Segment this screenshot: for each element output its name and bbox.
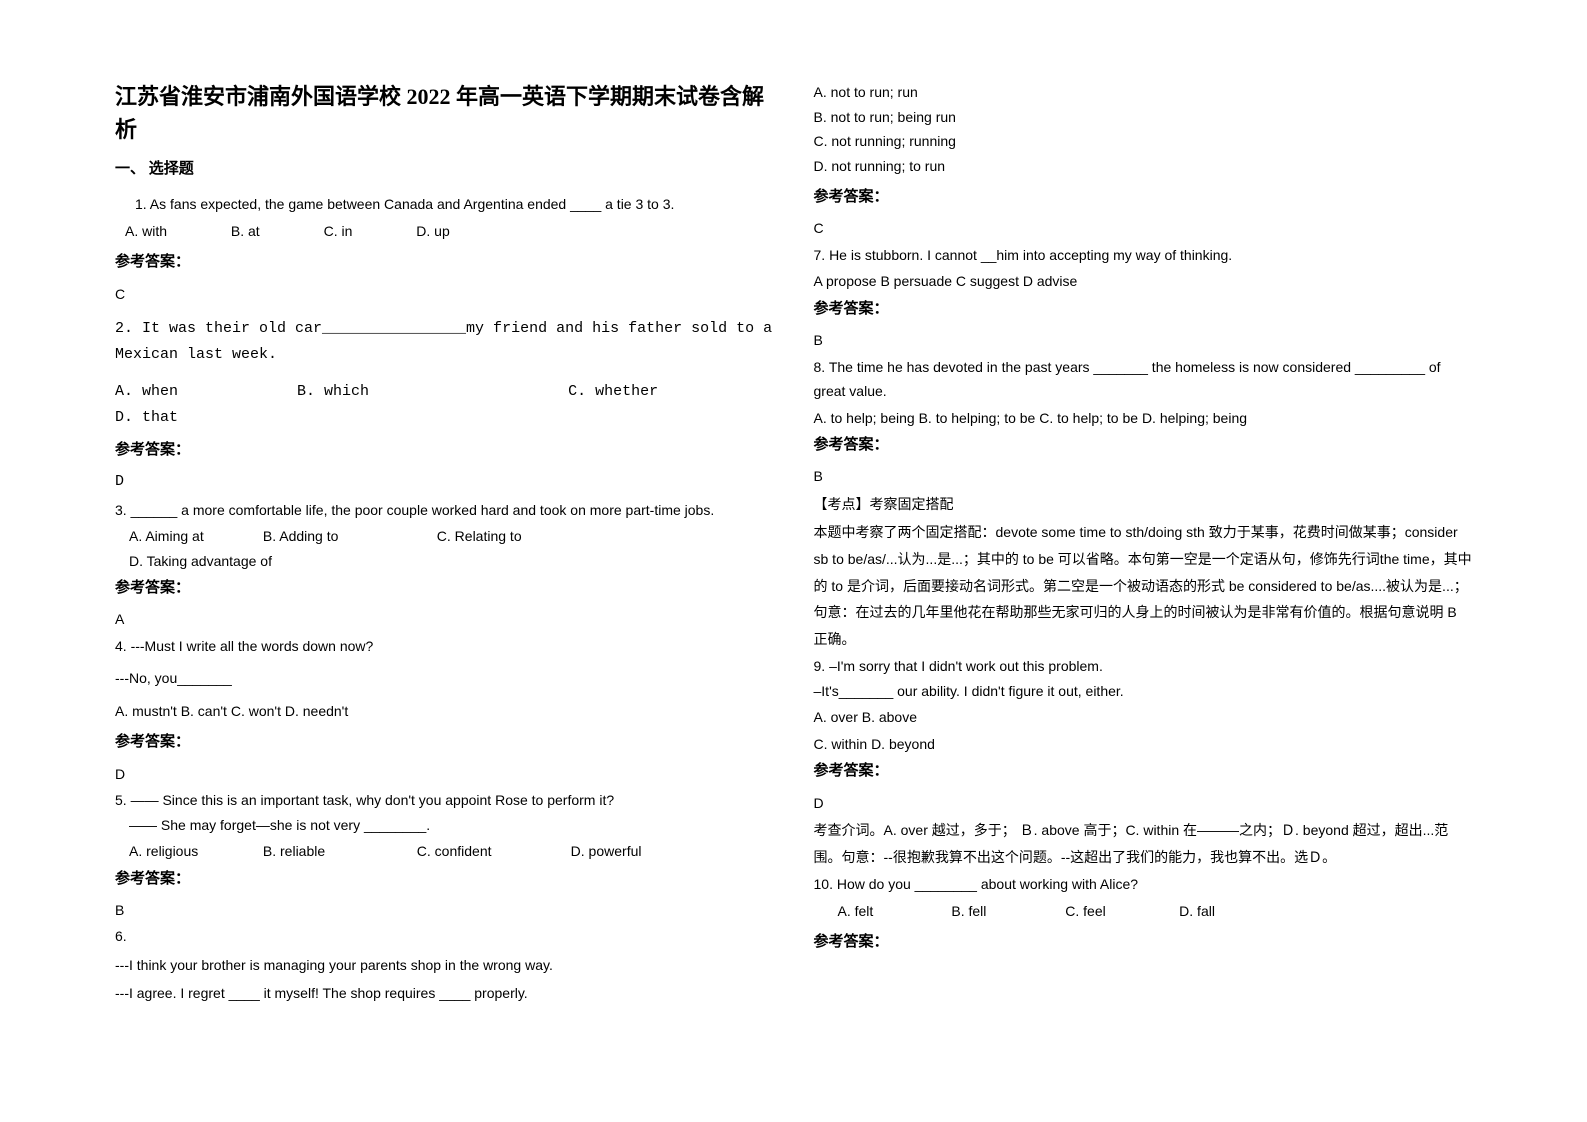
q9-answer: D	[814, 791, 1473, 816]
section-heading: 一、 选择题	[115, 156, 774, 182]
q2-text: 2. It was their old car________________m…	[115, 316, 774, 369]
q5-options: A. religious B. reliable C. confident D.…	[115, 839, 774, 864]
q10-optD: D. fall	[1179, 899, 1215, 924]
q1-text: 1. As fans expected, the game between Ca…	[115, 192, 774, 217]
question-4: 4. ---Must I write all the words down no…	[115, 634, 774, 724]
q6-optC: C. not running; running	[814, 129, 1473, 154]
right-column: A. not to run; run B. not to run; being …	[794, 80, 1493, 1042]
q1-answer: C	[115, 282, 774, 307]
q6-optA: A. not to run; run	[814, 80, 1473, 105]
q2-answer-label: 参考答案：	[115, 437, 774, 463]
q2-answer: D	[115, 469, 774, 495]
q7-answer-label: 参考答案：	[814, 296, 1473, 322]
q6-answer-label: 参考答案：	[814, 184, 1473, 210]
q3-optB: B. Adding to	[263, 524, 433, 549]
q9-line1: 9. –I'm sorry that I didn't work out thi…	[814, 654, 1473, 679]
question-8: 8. The time he has devoted in the past y…	[814, 355, 1473, 431]
q1-optB: B. at	[231, 219, 260, 244]
q6-num: 6.	[115, 924, 774, 949]
q3-answer: A	[115, 607, 774, 632]
q6-line2: ---I agree. I regret ____ it myself! The…	[115, 981, 774, 1006]
q6-answer: C	[814, 216, 1473, 241]
q9-line2: –It's_______ our ability. I didn't figur…	[814, 679, 1473, 704]
q4-answer-label: 参考答案：	[115, 729, 774, 755]
q4-options: A. mustn't B. can't C. won't D. needn't	[115, 699, 774, 724]
q3-optA: A. Aiming at	[129, 524, 259, 549]
q5-answer: B	[115, 898, 774, 923]
q10-optA: A. felt	[838, 899, 948, 924]
q6-line1: ---I think your brother is managing your…	[115, 953, 774, 978]
question-10: 10. How do you ________ about working wi…	[814, 872, 1473, 923]
q5-line2: —— She may forget—she is not very ______…	[115, 813, 774, 838]
q1-optD: D. up	[416, 219, 449, 244]
q1-answer-label: 参考答案：	[115, 249, 774, 275]
q5-optA: A. religious	[129, 839, 259, 864]
q10-answer-label: 参考答案：	[814, 929, 1473, 955]
q4-answer: D	[115, 762, 774, 787]
question-9: 9. –I'm sorry that I didn't work out thi…	[814, 654, 1473, 756]
q10-optB: B. fell	[951, 899, 1061, 924]
q7-text: 7. He is stubborn. I cannot __him into a…	[814, 243, 1473, 268]
q5-answer-label: 参考答案：	[115, 866, 774, 892]
q5-optD: D. powerful	[571, 839, 642, 864]
q8-explain: 本题中考察了两个固定搭配：devote some time to sth/doi…	[814, 519, 1473, 652]
q5-optB: B. reliable	[263, 839, 413, 864]
doc-title: 江苏省淮安市浦南外国语学校 2022 年高一英语下学期期末试卷含解析	[115, 80, 774, 146]
q3-optC: C. Relating to	[437, 524, 647, 549]
q7-options: A propose B persuade C suggest D advise	[814, 269, 1473, 294]
q4-line2: ---No, you_______	[115, 666, 774, 691]
q2-optB: B. which	[297, 379, 369, 405]
question-3: 3. ______ a more comfortable life, the p…	[115, 498, 774, 574]
q5-optC: C. confident	[417, 839, 567, 864]
q3-answer-label: 参考答案：	[115, 575, 774, 601]
q10-optC: C. feel	[1065, 899, 1175, 924]
q10-options: A. felt B. fell C. feel D. fall	[814, 899, 1473, 924]
q4-line1: 4. ---Must I write all the words down no…	[115, 634, 774, 659]
left-column: 江苏省淮安市浦南外国语学校 2022 年高一英语下学期期末试卷含解析 一、 选择…	[95, 80, 794, 1042]
q9-opts1: A. over B. above	[814, 705, 1473, 730]
q2-options: A. when B. which C. whether D. that	[115, 379, 774, 432]
q2-optD: D. that	[115, 405, 178, 431]
q8-options: A. to help; being B. to helping; to be C…	[814, 406, 1473, 431]
question-7: 7. He is stubborn. I cannot __him into a…	[814, 243, 1473, 294]
q6-optB: B. not to run; being run	[814, 105, 1473, 130]
question-1: 1. As fans expected, the game between Ca…	[115, 192, 774, 243]
question-6-partial: 6. ---I think your brother is managing y…	[115, 924, 774, 1006]
q9-explain: 考查介词。A. over 越过，多于； Ｂ. above 高于；C. withi…	[814, 817, 1473, 870]
q2-optC: C. whether	[568, 379, 658, 405]
q1-optA: A. with	[125, 219, 167, 244]
q8-kaodian: 【考点】考察固定搭配	[814, 491, 1473, 518]
q5-line1: 5. —— Since this is an important task, w…	[115, 788, 774, 813]
question-6-options: A. not to run; run B. not to run; being …	[814, 80, 1473, 178]
q10-text: 10. How do you ________ about working wi…	[814, 872, 1473, 897]
q3-optD: D. Taking advantage of	[129, 549, 272, 574]
question-5: 5. —— Since this is an important task, w…	[115, 788, 774, 864]
q9-answer-label: 参考答案：	[814, 758, 1473, 784]
q3-options: A. Aiming at B. Adding to C. Relating to…	[115, 524, 774, 573]
q1-options: A. with B. at C. in D. up	[115, 219, 774, 244]
q3-text: 3. ______ a more comfortable life, the p…	[115, 498, 774, 523]
q8-answer: B	[814, 464, 1473, 489]
q8-text: 8. The time he has devoted in the past y…	[814, 355, 1473, 404]
q8-answer-label: 参考答案：	[814, 432, 1473, 458]
q1-optC: C. in	[324, 219, 353, 244]
q9-opts2: C. within D. beyond	[814, 732, 1473, 757]
q6-optD: D. not running; to run	[814, 154, 1473, 179]
question-2: 2. It was their old car________________m…	[115, 316, 774, 431]
q2-optA: A. when	[115, 379, 178, 405]
q7-answer: B	[814, 328, 1473, 353]
